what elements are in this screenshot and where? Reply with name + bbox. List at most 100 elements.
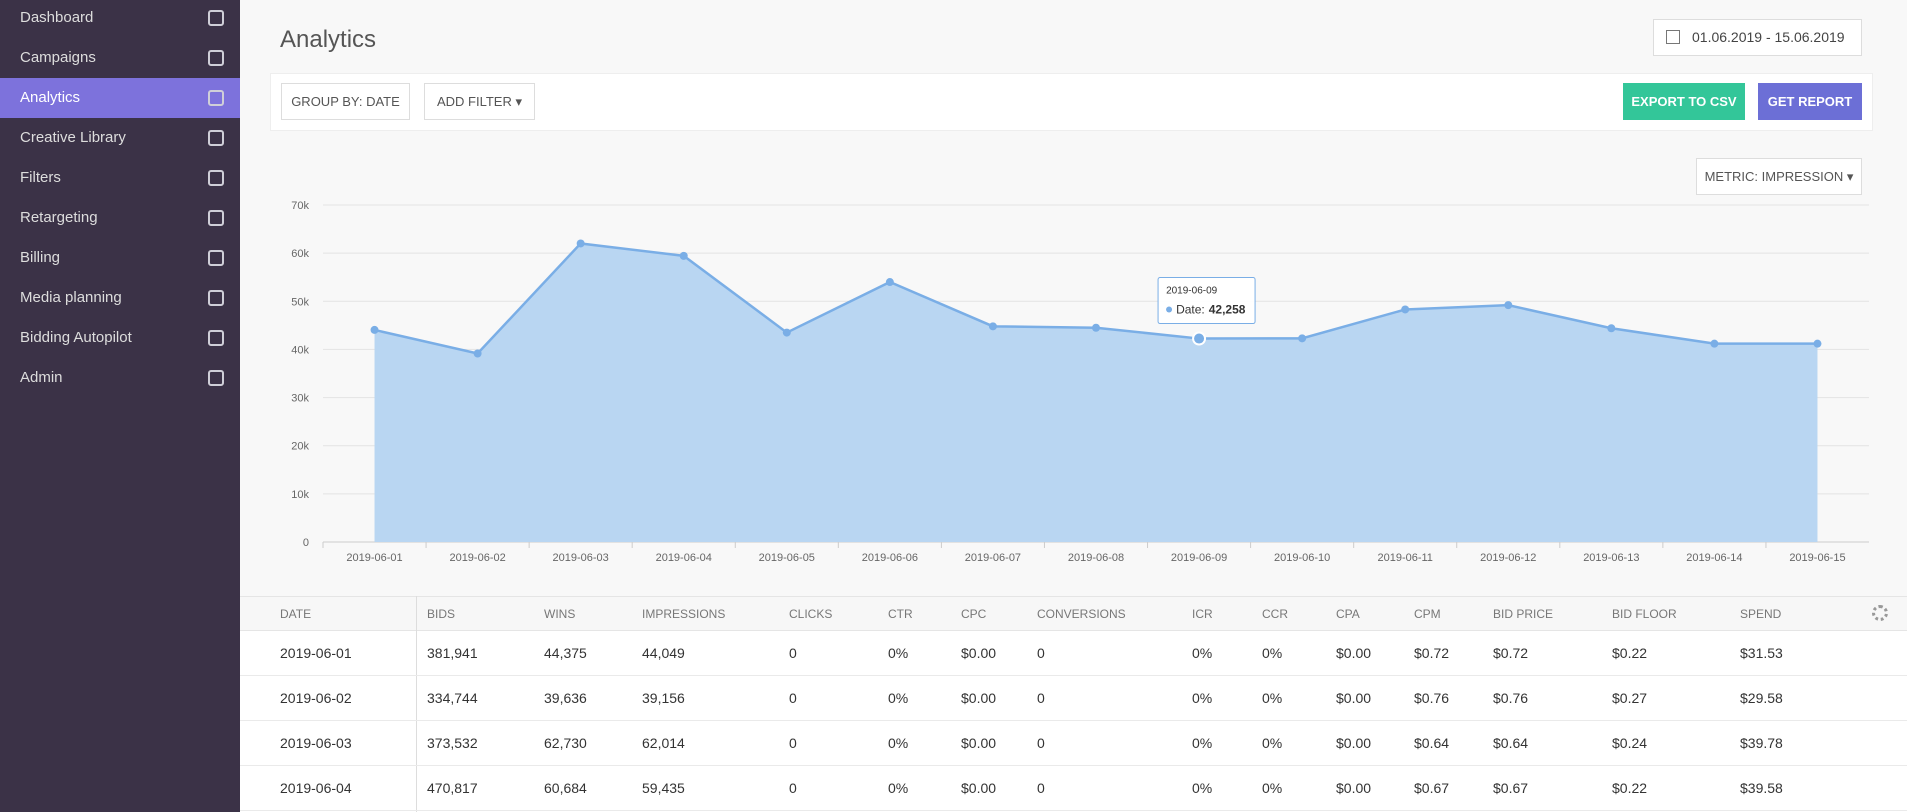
- row-divider: [240, 810, 1907, 811]
- menu-item[interactable]: Campaigns: [0, 38, 240, 78]
- column-header[interactable]: DATE: [280, 607, 312, 621]
- table-cell: 0: [1037, 735, 1045, 751]
- table-cell: $39.78: [1740, 735, 1783, 751]
- menu-icon: [208, 210, 224, 226]
- row-divider: [240, 765, 1907, 766]
- column-header[interactable]: SPEND: [1740, 607, 1782, 621]
- menu-item[interactable]: Bidding Autopilot: [0, 318, 240, 358]
- table-cell: $0.00: [961, 690, 997, 706]
- table-cell: 0: [1037, 780, 1045, 796]
- metric-button[interactable]: METRIC: IMPRESSION ▾: [1696, 158, 1862, 195]
- table-cell: 39,156: [642, 690, 685, 706]
- menu-item[interactable]: Analytics: [0, 78, 240, 118]
- x-tick-label: 2019-06-15: [1789, 552, 1845, 564]
- menu-label: Analytics: [20, 89, 81, 106]
- toolbar: [270, 73, 1873, 131]
- column-header[interactable]: BID FLOOR: [1612, 607, 1677, 621]
- table-cell: 0: [789, 690, 797, 706]
- x-tick-label: 2019-06-01: [346, 552, 402, 564]
- table-cell: 62,730: [544, 735, 587, 751]
- column-header[interactable]: WINS: [544, 607, 576, 621]
- y-tick-label: 40k: [291, 344, 309, 356]
- menu-label: Dashboard: [20, 9, 94, 26]
- table-cell: $0.64: [1493, 735, 1529, 751]
- table-cell: $0.67: [1414, 780, 1450, 796]
- table-cell: 0%: [1192, 690, 1213, 706]
- menu-item[interactable]: Media planning: [0, 278, 240, 318]
- data-point: [370, 325, 379, 334]
- data-point: [473, 349, 482, 358]
- column-header[interactable]: CTR: [888, 607, 913, 621]
- table-cell: $0.72: [1493, 645, 1529, 661]
- menu-item[interactable]: Creative Library: [0, 118, 240, 158]
- table-cell: $31.53: [1740, 645, 1783, 661]
- add-filter-button[interactable]: ADD FILTER ▾: [424, 83, 535, 120]
- table-cell: 0: [1037, 690, 1045, 706]
- menu-icon: [208, 370, 224, 386]
- x-tick-label: 2019-06-12: [1480, 552, 1536, 564]
- x-tick-label: 2019-06-02: [449, 552, 505, 564]
- y-tick-label: 20k: [291, 441, 309, 453]
- table-cell: 0%: [1192, 780, 1213, 796]
- y-tick-label: 10k: [291, 489, 309, 501]
- x-tick-label: 2019-06-09: [1171, 552, 1227, 564]
- menu-item[interactable]: Filters: [0, 158, 240, 198]
- table-cell: 44,375: [544, 645, 587, 661]
- table-cell: 0: [789, 780, 797, 796]
- data-point: [576, 239, 585, 248]
- column-header[interactable]: CPA: [1336, 607, 1360, 621]
- data-point: [1298, 334, 1307, 343]
- menu-label: Billing: [20, 249, 61, 266]
- x-tick-label: 2019-06-13: [1583, 552, 1639, 564]
- table-cell: $0.00: [1336, 690, 1372, 706]
- table-cell: $39.58: [1740, 780, 1783, 796]
- menu-item[interactable]: Dashboard: [0, 0, 240, 38]
- group-by-button[interactable]: GROUP BY: DATE: [281, 83, 410, 120]
- x-tick-label: 2019-06-11: [1377, 552, 1432, 564]
- x-tick-label: 2019-06-08: [1068, 552, 1124, 564]
- column-header[interactable]: CCR: [1262, 607, 1288, 621]
- menu-icon: [208, 90, 224, 106]
- column-header[interactable]: CLICKS: [789, 607, 833, 621]
- hover-point: [1192, 331, 1207, 346]
- x-tick-label: 2019-06-06: [862, 552, 918, 564]
- report-button[interactable]: GET REPORT: [1758, 83, 1862, 120]
- menu-item[interactable]: Admin: [0, 358, 240, 398]
- column-header[interactable]: BID PRICE: [1493, 607, 1554, 621]
- table-cell: 2019-06-03: [280, 735, 352, 751]
- table-cell: $0.22: [1612, 645, 1648, 661]
- table-cell: 381,941: [427, 645, 478, 661]
- data-point: [1504, 301, 1513, 310]
- x-tick-label: 2019-06-03: [553, 552, 609, 564]
- table-cell: 0%: [1262, 780, 1283, 796]
- table-cell: $0.76: [1414, 690, 1450, 706]
- menu-label: Admin: [20, 369, 63, 386]
- column-header[interactable]: CPM: [1414, 607, 1441, 621]
- table-header: [240, 596, 1907, 631]
- table-cell: 0%: [1262, 690, 1283, 706]
- date-picker[interactable]: 01.06.2019 - 15.06.2019: [1653, 19, 1862, 56]
- table-cell: 334,744: [427, 690, 478, 706]
- table-cell: 39,636: [544, 690, 587, 706]
- column-header[interactable]: CONVERSIONS: [1037, 607, 1126, 621]
- table-cell: 60,684: [544, 780, 587, 796]
- column-header[interactable]: ICR: [1192, 607, 1213, 621]
- settings-icon[interactable]: [1872, 605, 1888, 621]
- x-tick-label: 2019-06-14: [1686, 552, 1742, 564]
- x-tick-label: 2019-06-05: [759, 552, 815, 564]
- table-cell: 44,049: [642, 645, 685, 661]
- table-cell: 0%: [888, 690, 909, 706]
- column-header[interactable]: BIDS: [427, 607, 456, 621]
- table-cell: 0%: [888, 645, 909, 661]
- menu-icon: [208, 290, 224, 306]
- column-header[interactable]: CPC: [961, 607, 987, 621]
- menu-item[interactable]: Billing: [0, 238, 240, 278]
- y-tick-label: 50k: [291, 296, 309, 308]
- menu-label: Creative Library: [20, 129, 126, 146]
- table-cell: 2019-06-04: [280, 780, 352, 796]
- column-header[interactable]: IMPRESSIONS: [642, 607, 726, 621]
- menu-item[interactable]: Retargeting: [0, 198, 240, 238]
- export-button[interactable]: EXPORT TO CSV: [1623, 83, 1745, 120]
- metric-label: METRIC: IMPRESSION: [1704, 169, 1844, 184]
